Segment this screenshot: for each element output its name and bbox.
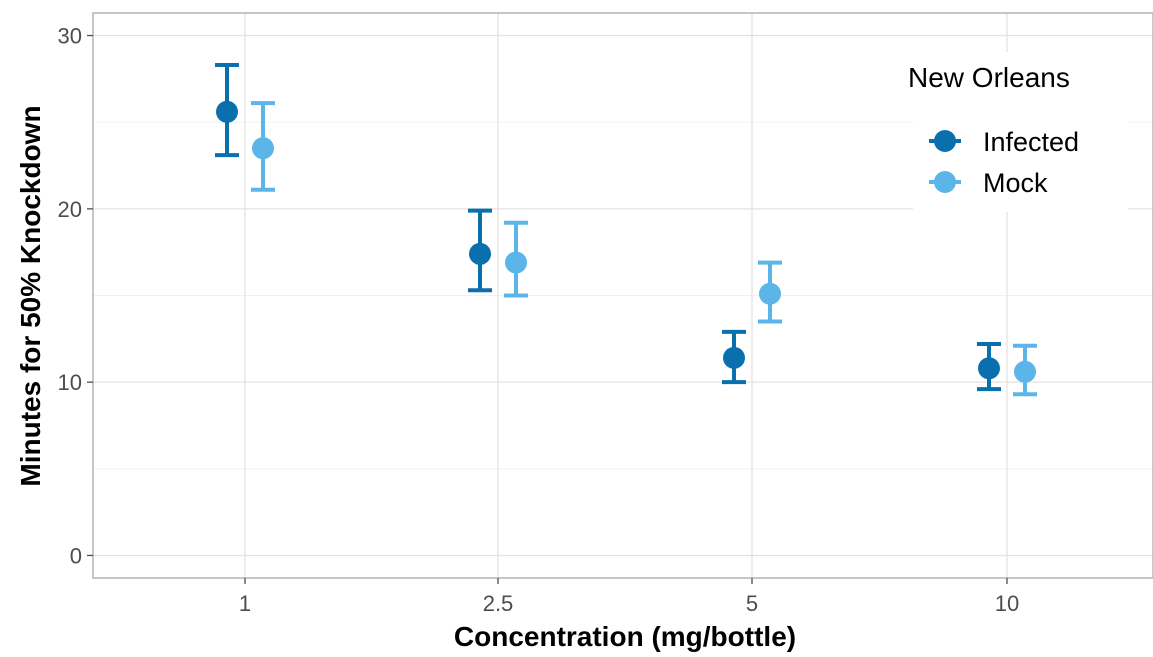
- y-tick-label: 0: [70, 543, 82, 568]
- plot-panel-border: [92, 12, 1153, 579]
- error-bar-group: [977, 342, 1001, 392]
- data-point: [723, 346, 745, 369]
- error-bar-group: [1013, 343, 1037, 397]
- y-axis-title: Minutes for 50% Knockdown: [15, 105, 46, 486]
- legend-item: Mock: [929, 168, 1048, 198]
- x-tick-label: 5: [746, 591, 758, 616]
- legend-label: Infected: [983, 127, 1079, 157]
- y-tick-label: 20: [58, 197, 82, 222]
- x-tick-label: 1: [239, 591, 251, 616]
- x-tick-label: 10: [995, 591, 1019, 616]
- legend-item: Infected: [929, 127, 1079, 157]
- legend-title: New Orleans: [908, 62, 1070, 93]
- legend-label: Mock: [983, 168, 1048, 198]
- data-point: [759, 282, 781, 305]
- x-axis-ticks: 1 2.5 5 10: [239, 578, 1019, 616]
- data-point: [216, 100, 238, 123]
- data-point: [469, 242, 491, 265]
- data-point: [978, 357, 1000, 380]
- error-bar-group: [468, 208, 492, 293]
- data-marks: [215, 62, 1037, 397]
- error-bar-group: [251, 101, 275, 192]
- x-axis-title: Concentration (mg/bottle): [454, 621, 796, 652]
- data-point: [252, 137, 274, 160]
- error-bar-group: [215, 62, 239, 158]
- error-bar-group: [722, 329, 746, 385]
- legend: New Orleans Infected Mock: [908, 52, 1128, 212]
- y-tick-label: 30: [58, 24, 82, 49]
- y-axis-ticks: 0 10 20 30: [58, 24, 93, 568]
- data-point: [1014, 360, 1036, 383]
- error-bar-group: [758, 260, 782, 324]
- legend-key-point: [934, 130, 956, 152]
- error-bar-group: [504, 220, 528, 298]
- legend-key-point: [934, 171, 956, 193]
- data-point: [505, 251, 527, 274]
- x-tick-label: 2.5: [483, 591, 514, 616]
- y-tick-label: 10: [58, 370, 82, 395]
